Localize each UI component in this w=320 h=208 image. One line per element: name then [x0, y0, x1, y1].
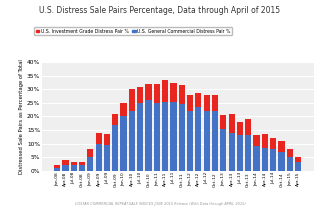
Bar [137, 103, 143, 171]
Bar [278, 152, 284, 171]
Bar [204, 111, 210, 171]
Bar [120, 116, 127, 171]
Y-axis label: Distressed Sale Pairs as Percentage of Total: Distressed Sale Pairs as Percentage of T… [19, 59, 24, 174]
Bar [162, 102, 168, 171]
Bar [245, 119, 252, 135]
Bar [129, 89, 135, 111]
Bar [104, 145, 110, 171]
Bar [287, 149, 293, 157]
Bar [212, 111, 218, 171]
Bar [79, 162, 85, 165]
Bar [54, 165, 60, 168]
Text: COSTAR COMMERCIAL REPEAT-SALE INDICES JUNE 2015 Release (With Data through APRIL: COSTAR COMMERCIAL REPEAT-SALE INDICES JU… [75, 202, 245, 206]
Bar [245, 135, 252, 171]
Bar [112, 125, 118, 171]
Bar [170, 102, 177, 171]
Bar [87, 149, 93, 157]
Bar [220, 129, 227, 171]
Bar [278, 141, 284, 152]
Bar [228, 114, 235, 133]
Bar [187, 95, 193, 111]
Bar [179, 85, 185, 104]
Bar [204, 95, 210, 111]
Bar [129, 111, 135, 171]
Bar [212, 95, 218, 111]
Bar [262, 134, 268, 148]
Bar [295, 162, 301, 171]
Bar [253, 146, 260, 171]
Bar [170, 83, 177, 102]
Bar [154, 84, 160, 103]
Bar [220, 115, 227, 129]
Bar [187, 111, 193, 171]
Bar [270, 149, 276, 171]
Bar [112, 114, 118, 125]
Bar [195, 94, 202, 107]
Bar [79, 165, 85, 171]
Bar [120, 103, 127, 116]
Bar [287, 157, 293, 171]
Bar [145, 84, 152, 100]
Bar [62, 165, 68, 171]
Bar [270, 138, 276, 149]
Bar [145, 100, 152, 171]
Bar [195, 107, 202, 171]
Bar [237, 135, 243, 171]
Bar [96, 144, 102, 171]
Bar [54, 168, 60, 171]
Bar [162, 80, 168, 102]
Bar [237, 122, 243, 135]
Bar [228, 133, 235, 171]
Bar [154, 103, 160, 171]
Bar [62, 160, 68, 165]
Bar [179, 104, 185, 171]
Bar [262, 148, 268, 171]
Bar [71, 162, 77, 165]
Legend: U.S. Investment Grade Distress Pair %, U.S. General Commercial Distress Pair %: U.S. Investment Grade Distress Pair %, U… [34, 27, 232, 35]
Bar [87, 157, 93, 171]
Bar [104, 134, 110, 145]
Text: U.S. Distress Sale Pairs Percentage, Data through April of 2015: U.S. Distress Sale Pairs Percentage, Dat… [39, 6, 281, 15]
Bar [137, 87, 143, 103]
Bar [253, 135, 260, 146]
Bar [96, 133, 102, 144]
Bar [295, 157, 301, 162]
Bar [71, 165, 77, 171]
